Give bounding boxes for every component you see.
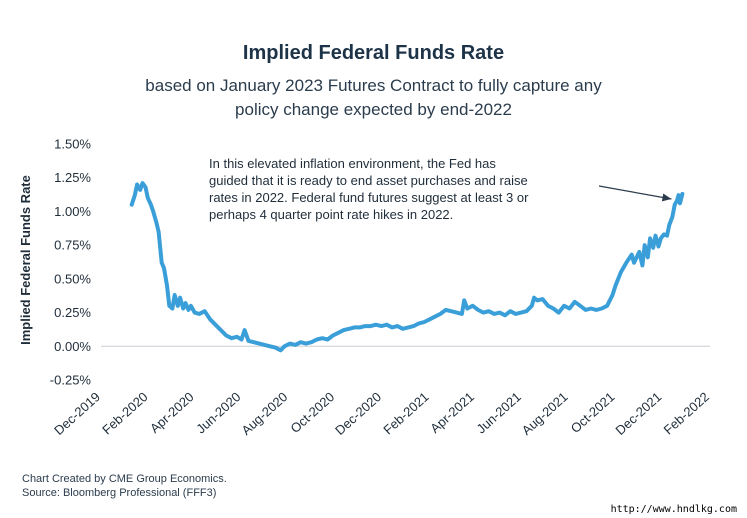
annotation-line-2: guided that it is ready to end asset pur…	[209, 173, 528, 188]
chart-subtitle: based on January 2023 Futures Contract t…	[80, 74, 667, 122]
y-tick-label: -0.25%	[50, 373, 92, 388]
source-text: Source: Bloomberg Professional (FFF3)	[22, 487, 217, 499]
subtitle-line-1: based on January 2023 Futures Contract t…	[145, 76, 602, 95]
watermark-text: http://www.hndlkg.com	[610, 504, 737, 515]
annotation-line-4: perhaps 4 quarter point rate hikes in 20…	[209, 207, 454, 222]
x-tick-label: Aug-2021	[519, 389, 571, 438]
x-tick-label: Dec-2020	[332, 389, 384, 438]
y-tick-label: 1.50%	[54, 137, 91, 152]
annotation-arrow-line	[598, 185, 672, 200]
x-tick-label: Feb-2022	[661, 389, 712, 437]
x-tick-label: Feb-2021	[380, 389, 431, 437]
y-axis-ticks: 1.50% 1.25% 1.00% 0.75% 0.50% 0.25% 0.00% -0.25…	[50, 137, 92, 388]
annotation-line-3: rates in 2022. Federal fund futures sugg…	[209, 190, 529, 205]
subtitle-line-2: policy change expected by end-2022	[235, 100, 512, 119]
y-tick-label: 0.00%	[54, 339, 91, 354]
x-tick-label: Oct-2021	[568, 389, 618, 436]
chart-title: Implied Federal Funds Rate	[242, 42, 505, 64]
y-tick-label: 0.75%	[54, 238, 91, 253]
y-tick-label: 0.50%	[54, 271, 91, 286]
credit-text: Chart Created by CME Group Economics.	[22, 473, 227, 485]
chart-footer: Chart Created by CME Group Economics. So…	[22, 472, 227, 500]
x-tick-label: Dec-2019	[51, 389, 103, 438]
x-axis-ticks: Dec-2019Feb-2020Apr-2020Jun-2020Aug-2020…	[51, 389, 712, 438]
series-group	[129, 181, 685, 353]
y-tick-label: 0.25%	[54, 305, 91, 320]
x-tick-label: Jun-2021	[474, 389, 524, 436]
annotation-arrow	[598, 185, 672, 202]
series-line	[129, 181, 685, 353]
annotation-arrow-head	[661, 193, 672, 202]
y-tick-label: 1.25%	[54, 170, 91, 185]
x-tick-label: Jun-2020	[193, 389, 243, 436]
x-tick-label: Apr-2021	[427, 389, 477, 436]
x-tick-label: Dec-2021	[612, 389, 664, 438]
x-tick-label: Oct-2020	[287, 389, 337, 436]
annotation-text: In this elevated inflation environment, …	[209, 155, 609, 223]
annotation-line-1: In this elevated inflation environment, …	[209, 156, 496, 171]
x-tick-label: Feb-2020	[99, 389, 150, 437]
x-tick-label: Apr-2020	[147, 389, 197, 436]
y-tick-label: 1.00%	[54, 204, 91, 219]
x-tick-label: Aug-2020	[238, 389, 290, 438]
